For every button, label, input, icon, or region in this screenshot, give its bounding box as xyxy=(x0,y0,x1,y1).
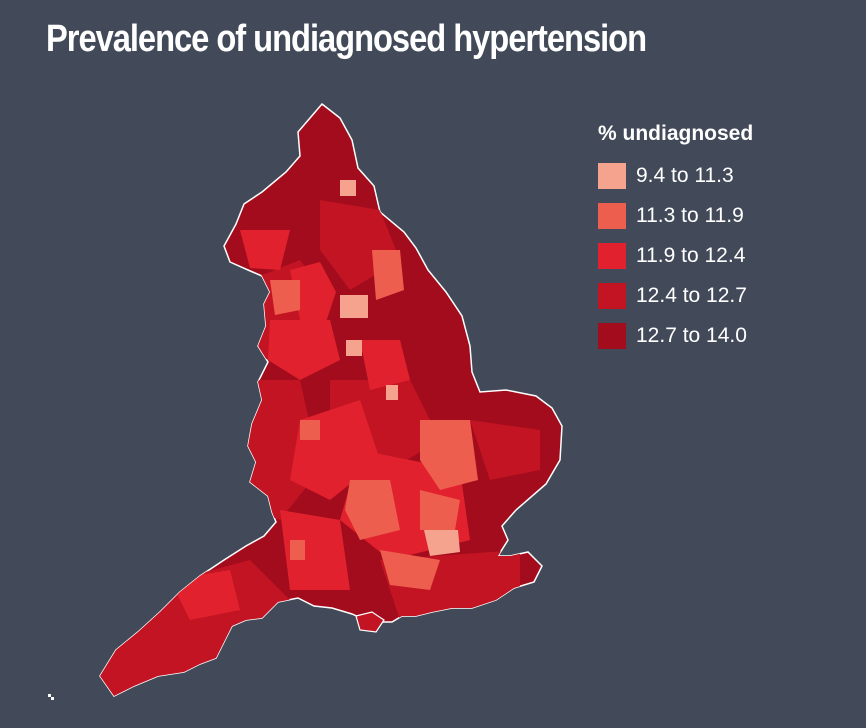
isle-of-wight-island xyxy=(355,611,385,633)
legend-swatch xyxy=(598,323,626,349)
region-cumbria-east xyxy=(240,230,290,270)
map-legend: % undiagnosed 9.4 to 11.3 11.3 to 11.9 1… xyxy=(598,122,753,356)
region-oxford-city xyxy=(386,385,398,400)
legend-item: 11.3 to 11.9 xyxy=(598,196,753,236)
legend-label: 12.7 to 14.0 xyxy=(636,324,747,347)
region-cheshire xyxy=(300,420,320,440)
legend-item: 11.9 to 12.4 xyxy=(598,236,753,276)
legend-item: 9.4 to 11.3 xyxy=(598,156,753,196)
isle-of-wight xyxy=(355,611,385,633)
region-hertfordshire xyxy=(420,490,460,530)
region-north-yorkshire xyxy=(340,180,356,196)
region-hampshire xyxy=(280,510,350,590)
legend-label: 11.9 to 12.4 xyxy=(636,244,746,267)
region-bristol xyxy=(290,540,305,560)
legend-title: % undiagnosed xyxy=(598,122,754,145)
legend-swatch xyxy=(598,283,626,309)
scilly-island xyxy=(48,694,51,697)
region-manchester xyxy=(268,320,340,380)
legend-item: 12.7 to 14.0 xyxy=(598,316,753,356)
isles-of-scilly xyxy=(48,694,54,700)
region-london xyxy=(424,530,460,556)
legend-label: 9.4 to 11.3 xyxy=(636,164,734,187)
legend-label: 12.4 to 12.7 xyxy=(636,284,747,307)
region-humber xyxy=(360,340,410,390)
map-title: Prevalence of undiagnosed hypertension xyxy=(46,18,647,60)
region-lancashire xyxy=(270,280,300,315)
legend-swatch xyxy=(598,243,626,269)
region-durham xyxy=(372,250,404,300)
legend-swatch xyxy=(598,163,626,189)
region-cambridge xyxy=(420,420,478,490)
region-berkshire xyxy=(345,480,400,540)
scilly-island xyxy=(51,697,54,700)
region-york xyxy=(346,340,362,356)
region-leeds xyxy=(340,295,368,318)
legend-label: 11.3 to 11.9 xyxy=(636,204,744,227)
region-surrey xyxy=(380,550,440,590)
legend-swatch xyxy=(598,203,626,229)
legend-item: 12.4 to 12.7 xyxy=(598,276,753,316)
region-east xyxy=(470,420,540,480)
